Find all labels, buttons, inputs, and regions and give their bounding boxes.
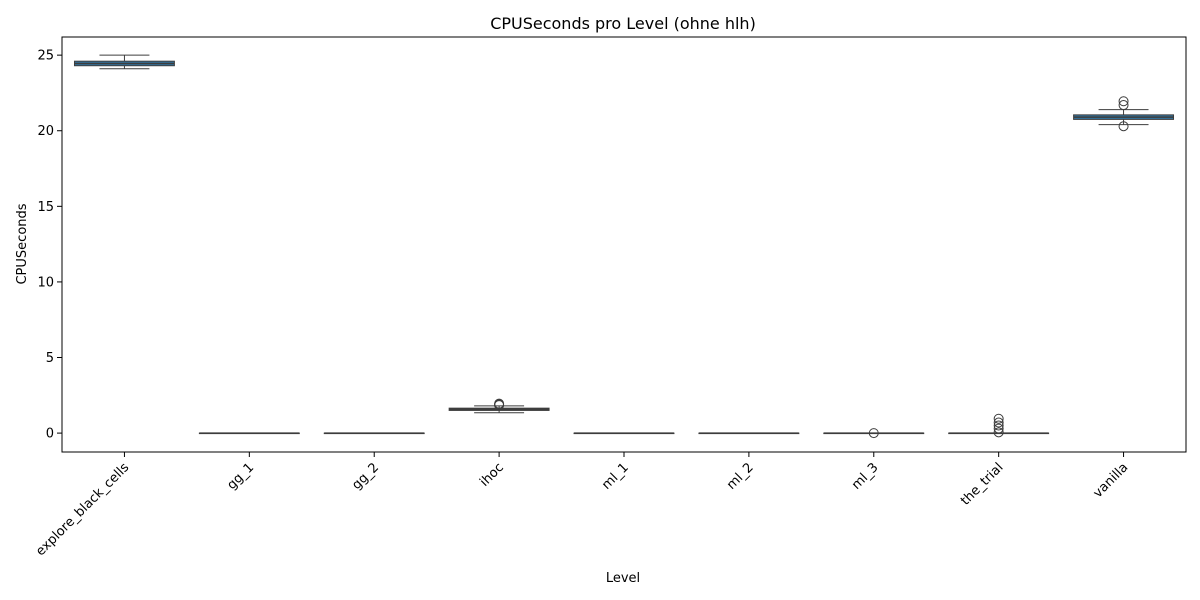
- x-tick-label: gg_2: [349, 460, 382, 493]
- y-tick-label: 0: [46, 427, 54, 442]
- y-tick-label: 25: [37, 49, 54, 64]
- box-ml_1: [573, 432, 675, 435]
- outlier-point: [494, 398, 505, 409]
- outlier-point: [1118, 121, 1129, 132]
- outlier-point: [1118, 96, 1129, 107]
- outlier-point: [993, 413, 1004, 424]
- outlier-point: [993, 423, 1004, 434]
- x-axis: explore_black_cells gg_1 gg_2 ihoc ml_1 ml_2 m…: [33, 452, 1131, 559]
- x-tick-label: ml_1: [599, 460, 632, 493]
- y-axis: 0 5 10 15 20 25: [37, 49, 62, 442]
- y-tick-label: 10: [37, 275, 54, 290]
- x-tick-label: vanilla: [1091, 460, 1132, 501]
- plot-area: [73, 54, 1175, 439]
- x-tick-label: ihoc: [477, 460, 507, 490]
- x-tick-label: the_trial: [958, 460, 1006, 508]
- outlier-point: [1118, 100, 1129, 111]
- x-axis-label: Level: [606, 571, 640, 586]
- x-tick-label: explore_black_cells: [33, 460, 132, 559]
- box-ml_3: [823, 428, 925, 439]
- y-tick-label: 20: [37, 124, 54, 139]
- x-tick-label: ml_3: [849, 460, 882, 493]
- box-the_trial: [948, 413, 1050, 438]
- box-vanilla: [1073, 96, 1175, 132]
- outlier-point: [993, 417, 1004, 428]
- outlier-point: [993, 420, 1004, 431]
- y-tick-label: 5: [46, 351, 54, 366]
- box-ml_2: [698, 432, 800, 435]
- x-tick-label: ml_2: [724, 460, 757, 493]
- outlier-point: [868, 428, 879, 439]
- box-ihoc: [448, 398, 550, 414]
- y-tick-label: 15: [37, 200, 54, 215]
- x-tick-label: gg_1: [224, 460, 257, 493]
- box-gg_1: [198, 432, 300, 435]
- chart-title: CPUSeconds pro Level (ohne hlh): [490, 14, 756, 33]
- box-explore_black_cells: [73, 54, 175, 70]
- outlier-point: [993, 427, 1004, 438]
- box-gg_2: [323, 432, 425, 435]
- y-axis-label: CPUSeconds: [15, 203, 30, 284]
- plot-frame: [61, 36, 1187, 453]
